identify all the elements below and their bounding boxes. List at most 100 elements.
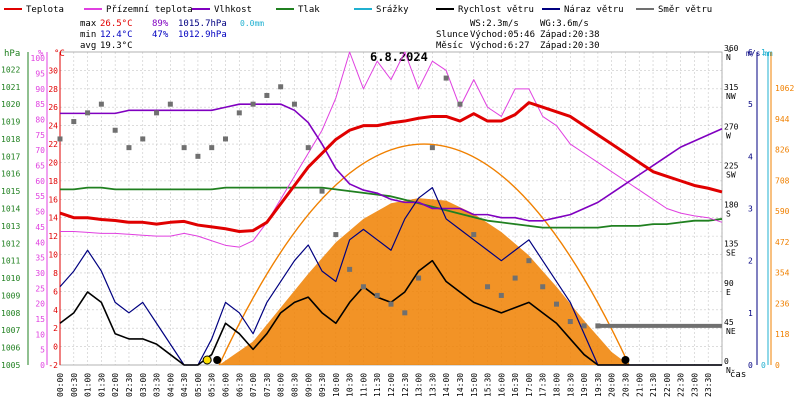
x-tick-label: 11:00	[359, 373, 368, 397]
pressure-tick-label: 1020	[1, 100, 20, 109]
wind-direction-point	[319, 188, 325, 194]
wind-direction-point	[278, 84, 284, 90]
x-tick-label: 12:00	[387, 373, 396, 397]
humidity-tick-label: 25	[35, 284, 45, 293]
axis-humidity-unit: %	[38, 49, 44, 59]
series-vlhkost	[60, 103, 723, 222]
pressure-tick-label: 1008	[1, 309, 20, 318]
wind-direction-point	[581, 323, 587, 329]
temperature-tick-label: 24	[48, 122, 58, 131]
wind-direction-point	[264, 92, 270, 98]
humidity-tick-label: 5	[40, 346, 45, 355]
wind-direction-point	[305, 145, 311, 151]
pressure-tick-label: 1015	[1, 187, 20, 196]
wind-direction-point	[498, 292, 504, 298]
rain-tick-label: 0	[761, 361, 766, 370]
x-tick-label: 13:00	[415, 373, 424, 397]
humidity-tick-label: 20	[35, 300, 45, 309]
direction-tick-compass: E	[726, 288, 731, 297]
stat-max-hum: 89%	[152, 19, 169, 29]
temperature-tick-label: -2	[48, 361, 58, 370]
x-tick-label: 23:30	[704, 373, 713, 397]
humidity-tick-label: 40	[35, 238, 45, 247]
x-tick-label: 03:30	[153, 373, 162, 397]
x-tick-label: 17:30	[539, 373, 548, 397]
x-tick-label: 05:00	[194, 373, 203, 397]
wind-direction-point	[250, 101, 256, 107]
legend-label: Srážky	[376, 5, 409, 15]
wind-direction-point	[360, 284, 366, 290]
temperature-tick-label: 16	[48, 195, 58, 204]
humidity-tick-label: 85	[35, 100, 45, 109]
pressure-tick-label: 1010	[1, 274, 20, 283]
humidity-tick-label: 60	[35, 177, 45, 186]
wind-direction-point	[374, 292, 380, 298]
pressure-tick-label: 1018	[1, 135, 20, 144]
sun-label: Slunce	[436, 30, 469, 40]
humidity-tick-label: 65	[35, 162, 45, 171]
pressure-tick-label: 1017	[1, 152, 20, 161]
temperature-tick-label: 0	[53, 343, 58, 352]
wind-direction-point	[236, 110, 242, 116]
pressure-tick-label: 1021	[1, 83, 20, 92]
x-tick-label: 09:00	[304, 373, 313, 397]
axes: hPa% °C1005100610071008100910101011101210…	[1, 44, 794, 397]
x-tick-label: 10:30	[346, 373, 355, 397]
humidity-tick-label: 80	[35, 116, 45, 125]
x-tick-label: 22:30	[677, 373, 686, 397]
x-tick-label: 20:00	[608, 373, 617, 397]
direction-tick-value: 270	[724, 122, 739, 131]
pressure-tick-label: 1016	[1, 170, 20, 179]
x-tick-label: 08:00	[277, 373, 286, 397]
legend-label: Teplota	[26, 5, 64, 15]
legend-label: Náraz větru	[564, 5, 624, 15]
wind-direction-point	[485, 284, 491, 290]
direction-tick-value: 225	[724, 161, 739, 170]
x-tick-label: 13:30	[428, 373, 437, 397]
wind-direction-point	[416, 275, 422, 281]
pressure-tick-label: 1006	[1, 344, 20, 353]
humidity-tick-label: 50	[35, 208, 45, 217]
wind-direction-point	[71, 119, 77, 125]
stat-min-label: min	[80, 30, 96, 40]
wind-direction-point	[567, 319, 573, 325]
x-tick-label: 21:00	[635, 373, 644, 397]
wind-direction-point	[209, 145, 215, 151]
wind-direction-point	[554, 301, 559, 307]
wind-direction-point	[429, 145, 435, 151]
direction-tick-value: 90	[724, 279, 734, 288]
wind-direction-point	[181, 145, 187, 151]
x-tick-label: 01:00	[84, 373, 93, 397]
sun-set: Západ:20:38	[540, 30, 600, 40]
temperature-tick-label: 28	[48, 85, 58, 94]
x-tick-label: 05:30	[208, 373, 217, 397]
humidity-tick-label: 100	[31, 54, 46, 63]
wind-direction-point	[126, 145, 132, 151]
wind-tick-label: 1	[748, 309, 753, 318]
x-tick-label: 02:00	[111, 373, 120, 397]
direction-tick-compass: N	[726, 53, 731, 62]
x-tick-label: 14:30	[456, 373, 465, 397]
wind-tick-label: 2	[748, 257, 753, 266]
legend-label: Přízemní teplota	[106, 5, 193, 15]
x-tick-label: 19:00	[580, 373, 589, 397]
temperature-tick-label: 8	[53, 269, 58, 278]
pressure-tick-label: 1014	[1, 205, 20, 214]
pressure-tick-label: 1022	[1, 65, 20, 74]
direction-tick-compass: SE	[726, 249, 736, 258]
moon-rise: Východ:6:27	[470, 41, 530, 51]
wind-ws: WS:2.3m/s	[470, 19, 519, 29]
humidity-tick-label: 15	[35, 315, 45, 324]
solar-tick-label: 472	[775, 238, 790, 247]
humidity-tick-label: 90	[35, 85, 45, 94]
wind-direction-point	[333, 232, 339, 238]
wind-direction-point	[195, 153, 201, 159]
wind-wg: WG:3.6m/s	[540, 19, 589, 29]
temperature-tick-label: 18	[48, 177, 58, 186]
x-tick-label: 20:30	[621, 373, 630, 397]
direction-tick-compass: NW	[726, 92, 736, 101]
wind-direction-point	[388, 301, 394, 307]
x-tick-label: 09:30	[318, 373, 327, 397]
stat-min-temp: 12.4°C	[100, 30, 133, 40]
x-tick-label: 03:00	[139, 373, 148, 397]
